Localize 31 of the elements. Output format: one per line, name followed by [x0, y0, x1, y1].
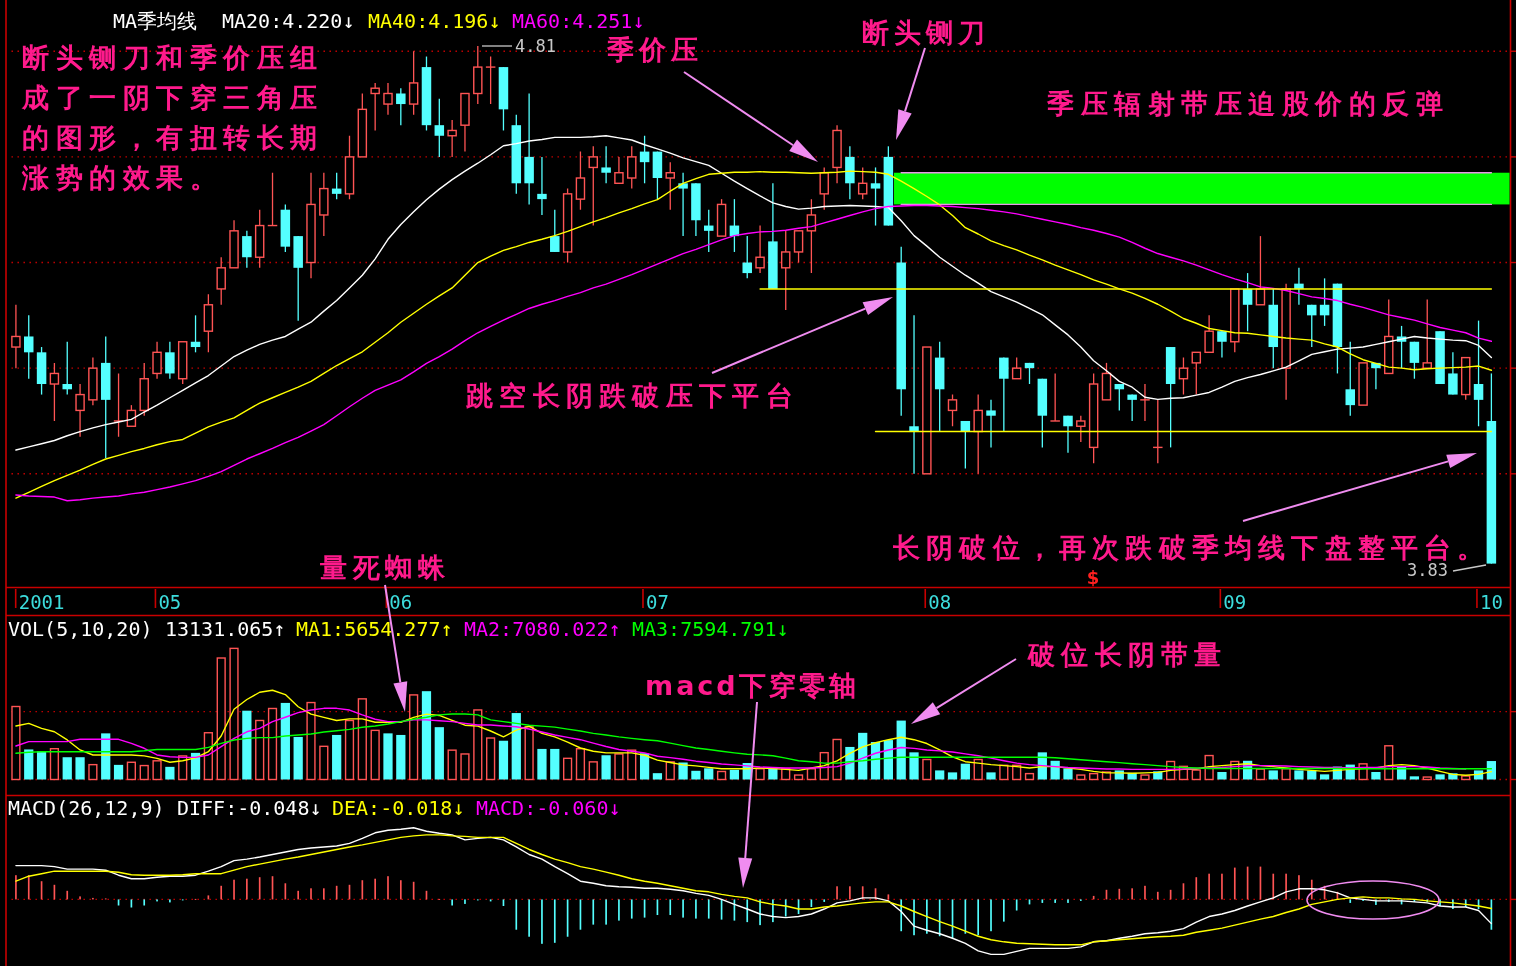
x-tick-label: 07	[645, 591, 669, 613]
series-label: DEA:-0.018↓	[332, 796, 465, 820]
chart-title: VOL(5,10,20)	[8, 617, 153, 641]
text: MA40:4.196↓	[368, 9, 501, 33]
annotation: 量死蜘蛛	[319, 552, 450, 583]
x-tick-label: 05	[158, 591, 182, 613]
x-tick-label: 06	[389, 591, 413, 613]
text: $	[1086, 567, 1100, 588]
x-tick-label: 10	[1479, 591, 1503, 613]
annotation: 4.81	[515, 36, 556, 56]
text: MACD:-0.060↓	[476, 796, 621, 820]
x-tick-label: 2001	[18, 591, 65, 613]
annotation: 3.83	[1407, 560, 1448, 580]
annotation: 长阴破位，再次跌破季均线下盘整平台。	[892, 532, 1491, 563]
x-tick-label: 09	[1223, 591, 1247, 613]
text: 13131.065↑	[165, 617, 286, 641]
text: MA3:7594.791↓	[632, 617, 789, 641]
chart-title: MACD(26,12,9)	[8, 796, 165, 820]
series-label: DIFF:-0.048↓	[177, 796, 322, 820]
annotation: 断头铡刀和季价压组成了一阴下穿三角压的图形，有扭转长期涨势的效果。	[21, 42, 324, 193]
text: MA60:4.251↓	[512, 9, 645, 33]
annotation: 季压辐射带压迫股价的反弹	[1046, 88, 1449, 119]
annotation: 断头铡刀	[862, 17, 990, 48]
annotation: macd下穿零轴	[645, 670, 859, 701]
annotation: 跳空长阴跌破压下平台	[465, 380, 799, 411]
annotation: 季价压	[606, 34, 703, 65]
text: MA20:4.220↓	[222, 9, 355, 33]
chart-title: MA季均线	[113, 9, 198, 33]
text: MA2:7080.022↑	[464, 617, 621, 641]
annotation: 破位长阴带量	[1027, 639, 1228, 670]
x-tick-label: 08	[928, 591, 952, 613]
